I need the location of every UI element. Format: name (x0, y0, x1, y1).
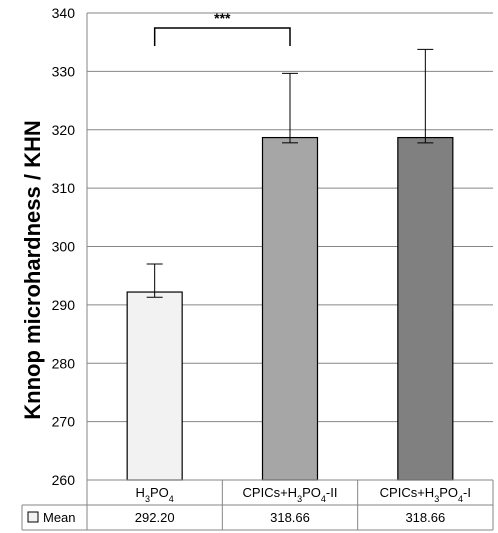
bar (261, 136, 319, 481)
y-tick-label: 270 (52, 414, 76, 430)
legend-swatch (27, 511, 39, 523)
y-tick-label: 290 (52, 297, 76, 313)
error-bars (146, 48, 434, 298)
data-label: 292.20 (135, 510, 175, 525)
y-tick-label: 340 (52, 5, 76, 21)
bar (397, 136, 454, 481)
data-table: H3PO4 CPICs+H3PO4-II CPICs+H3PO4-I Mean 292.… (21, 479, 494, 531)
x-tick-label: H3PO4 (136, 485, 174, 504)
y-tick-label: 280 (52, 355, 76, 371)
x-tick-label: CPICs+H3PO4-II (243, 485, 338, 504)
bars (126, 136, 454, 481)
significance-bracket: *** (153, 10, 291, 46)
significance-bracket-line (153, 27, 291, 46)
y-axis-label: Knnop microhardness / KHN (20, 120, 45, 419)
y-tick-labels: 260 270 280 290 300 310 320 330 340 (52, 5, 76, 488)
y-tick-label: 260 (52, 472, 76, 488)
bar (126, 291, 183, 481)
y-tick-label: 300 (52, 239, 76, 255)
significance-label: *** (214, 10, 231, 26)
data-label: 318.66 (405, 510, 445, 525)
x-tick-label: CPICs+H3PO4-I (380, 485, 471, 504)
y-tick-label: 320 (52, 122, 76, 138)
data-label: 318.66 (270, 510, 310, 525)
y-tick-label: 310 (52, 180, 76, 196)
legend-label: Mean (43, 510, 76, 525)
y-tick-label: 330 (52, 63, 76, 79)
